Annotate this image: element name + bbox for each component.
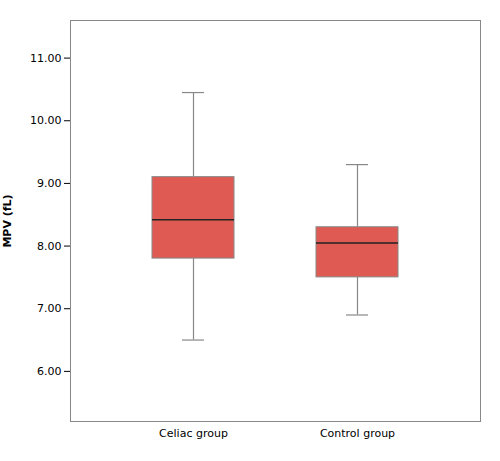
svg-text:6.00: 6.00: [37, 365, 62, 378]
svg-text:Celiac group: Celiac group: [159, 427, 228, 440]
svg-text:7.00: 7.00: [37, 302, 62, 315]
svg-text:10.00: 10.00: [30, 114, 62, 127]
svg-text:Control group: Control group: [320, 427, 395, 440]
svg-text:11.00: 11.00: [30, 52, 62, 65]
svg-text:9.00: 9.00: [37, 177, 62, 190]
svg-text:8.00: 8.00: [37, 240, 62, 253]
svg-text:MPV (fL): MPV (fL): [1, 194, 14, 247]
